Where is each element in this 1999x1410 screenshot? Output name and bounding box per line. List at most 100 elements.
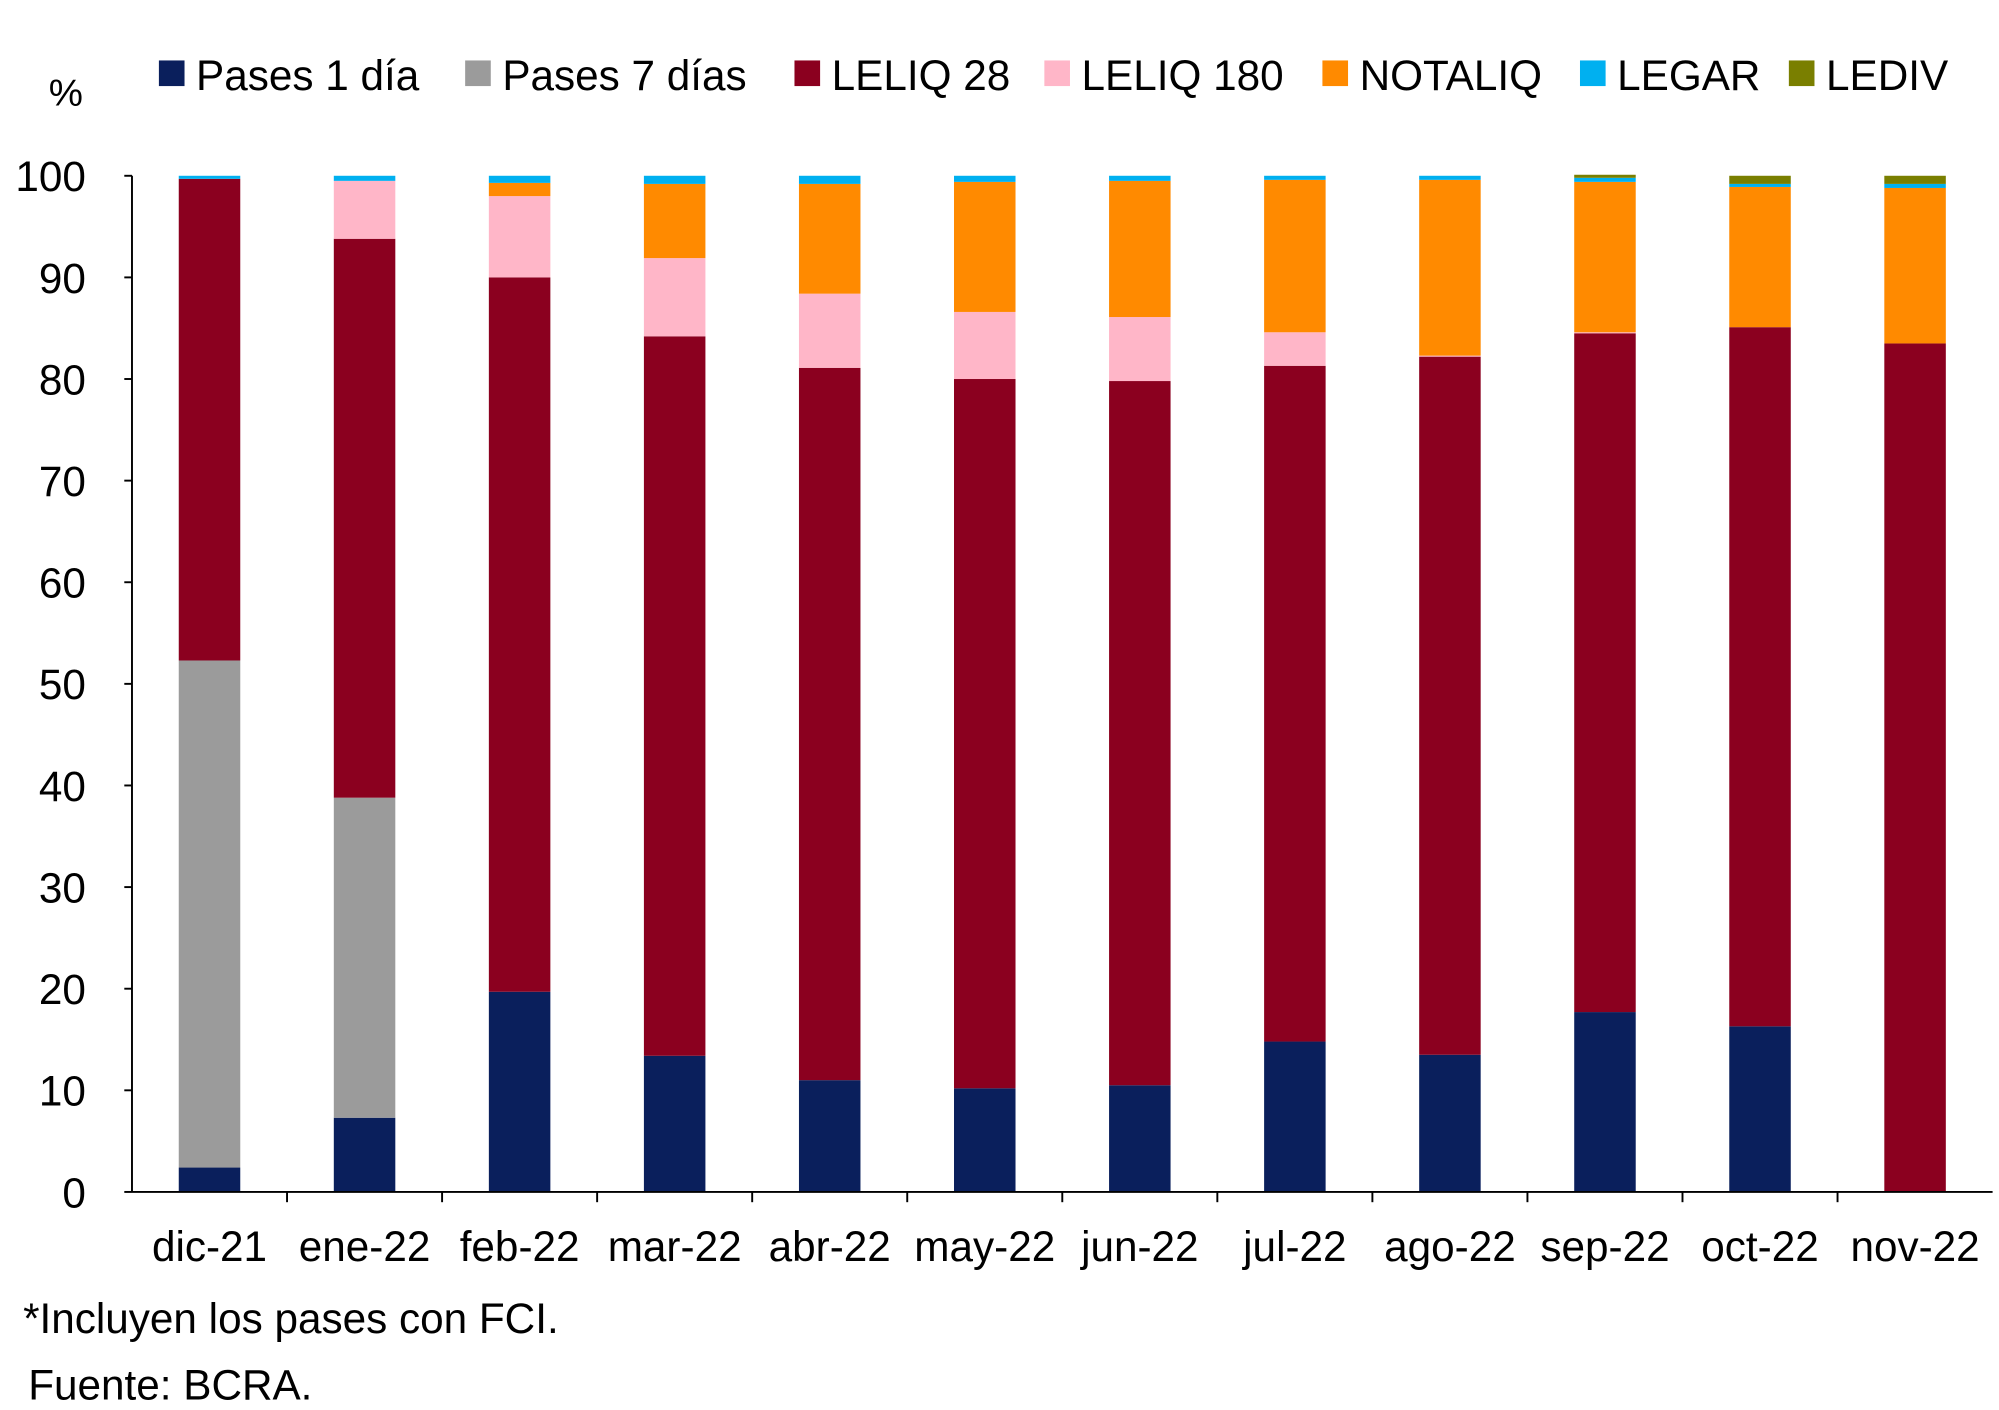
bar-segment — [954, 311, 1016, 380]
bar-segment — [1574, 1012, 1636, 1192]
bar-segment — [1884, 175, 1946, 184]
legend-swatch — [1322, 60, 1349, 87]
bar-segment — [178, 175, 241, 179]
bar-segment — [488, 991, 551, 1192]
bar-segment — [798, 183, 861, 294]
y-tick-label: 0 — [62, 1169, 86, 1216]
bar-segment — [1419, 1054, 1481, 1192]
legend: Pases 1 día Pases 7 días LELIQ 28 LELIQ 180… — [158, 52, 1948, 99]
bar-segment — [1419, 175, 1481, 180]
bar-segment — [1109, 381, 1171, 1086]
bar-segment — [954, 379, 1016, 1089]
bar-segment — [1574, 177, 1636, 182]
x-tick-label: abr-22 — [769, 1223, 891, 1270]
bar-segment — [178, 1167, 241, 1192]
bar-segment — [798, 367, 861, 1081]
note-source: Fuente: BCRA. — [28, 1362, 312, 1409]
y-tick-label: 30 — [39, 864, 86, 911]
y-tick-label: 50 — [39, 661, 86, 708]
bar-segment — [1729, 327, 1791, 1027]
bar-segment — [1729, 1026, 1791, 1192]
bar-segment — [1574, 333, 1636, 1013]
bar-segment — [1419, 179, 1481, 356]
bar-segment — [643, 336, 706, 1056]
note-footnote: *Incluyen los pases con FCI. — [23, 1295, 559, 1342]
x-tick-label: may-22 — [914, 1223, 1055, 1270]
x-tick-label: mar-22 — [608, 1223, 742, 1270]
legend-swatch — [1788, 60, 1815, 87]
x-tick-label: ago-22 — [1384, 1223, 1516, 1270]
y-axis: 0 10 20 30 40 50 60 70 80 90 100 — [15, 153, 133, 1216]
bar-segment — [1729, 175, 1791, 184]
legend-swatch — [158, 60, 185, 87]
bar-segment — [954, 1088, 1016, 1192]
x-tick-label: sep-22 — [1540, 1223, 1669, 1270]
x-tick-label: dic-21 — [152, 1223, 267, 1270]
bar-segment — [488, 182, 551, 197]
bar-segment — [1884, 183, 1946, 188]
bar-segment — [1264, 179, 1326, 333]
bar-segment — [333, 238, 396, 798]
bar-segment — [333, 175, 396, 181]
legend-label: LELIQ 28 — [832, 52, 1011, 99]
bar-segment — [1729, 186, 1791, 328]
legend-swatch — [1579, 60, 1606, 87]
y-tick-label: 100 — [15, 153, 86, 200]
x-tick-label: nov-22 — [1850, 1223, 1979, 1270]
y-tick-label: 70 — [39, 458, 86, 505]
bar-segment — [333, 797, 396, 1118]
bar-segment — [954, 181, 1016, 312]
bar-segment — [1574, 332, 1636, 334]
bar-segment — [798, 1080, 861, 1192]
bar-segment — [1264, 175, 1326, 180]
legend-label: NOTALIQ — [1360, 52, 1542, 99]
bar-segment — [1109, 180, 1171, 318]
legend-label: Pases 7 días — [502, 52, 746, 99]
bar-segment — [1264, 332, 1326, 366]
bar-segment — [333, 1117, 396, 1192]
bar-segment — [178, 178, 241, 661]
legend-label: LEGAR — [1617, 52, 1760, 99]
legend-swatch — [1044, 60, 1070, 87]
x-axis: dic-21 ene-22 feb-22 mar-22 abr-22 may-22 jun-… — [131, 1190, 1993, 1270]
bar-segment — [1574, 174, 1636, 178]
bar-segment — [954, 175, 1016, 182]
bar-segment — [1109, 1085, 1171, 1192]
bar-segment — [1729, 183, 1791, 187]
bar-segment — [488, 196, 551, 278]
bar-segment — [1884, 343, 1946, 1192]
y-axis-label: % — [49, 71, 83, 114]
bar-segment — [1419, 356, 1481, 1055]
y-tick-label: 80 — [39, 356, 86, 403]
x-tick-label: feb-22 — [460, 1223, 580, 1270]
bar-segment — [643, 183, 706, 259]
bar-segment — [333, 180, 396, 239]
legend-label: LEDIV — [1826, 52, 1948, 99]
bar-segment — [1109, 175, 1171, 181]
bar-segment — [643, 258, 706, 337]
x-tick-label: ene-22 — [299, 1223, 431, 1270]
y-tick-label: 40 — [39, 763, 86, 810]
y-tick-label: 10 — [39, 1068, 86, 1115]
x-tick-label: jun-22 — [1079, 1223, 1199, 1270]
bars — [178, 174, 1946, 1192]
legend-swatch — [794, 60, 821, 87]
bar-segment — [798, 293, 861, 368]
y-tick-label: 20 — [39, 966, 86, 1013]
bar-segment — [1264, 365, 1326, 1042]
bar-segment — [1884, 187, 1946, 344]
y-tick-label: 60 — [39, 560, 86, 607]
bar-segment — [1574, 181, 1636, 333]
bar-segment — [488, 277, 551, 992]
bar-segment — [643, 175, 706, 184]
bar-segment — [798, 175, 861, 184]
legend-label: LELIQ 180 — [1082, 52, 1284, 99]
bar-segment — [643, 1055, 706, 1192]
bar-segment — [178, 660, 241, 1168]
bar-segment — [1419, 355, 1481, 357]
y-tick-label: 90 — [39, 255, 86, 302]
x-tick-label: oct-22 — [1701, 1223, 1818, 1270]
bar-segment — [1109, 317, 1171, 382]
legend-label: Pases 1 día — [196, 52, 420, 99]
